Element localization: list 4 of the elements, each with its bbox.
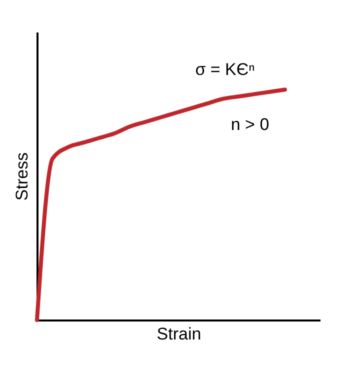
text: σ = KЄⁿ	[195, 60, 255, 79]
annotation: n > 0	[230, 115, 270, 134]
y-axis-title: Stress	[12, 152, 32, 201]
x-axis-title: Strain	[156, 324, 202, 344]
